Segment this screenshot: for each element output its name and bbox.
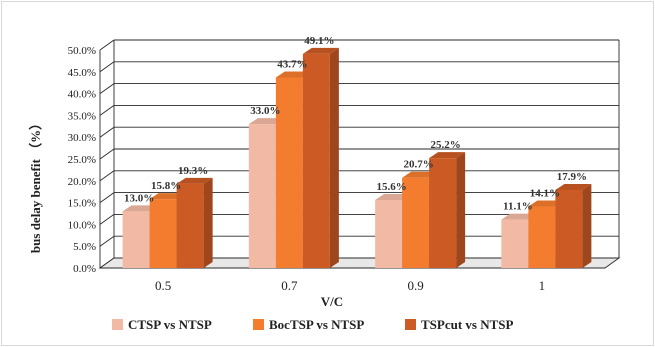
data-label: 15.8% xyxy=(151,180,181,192)
data-label: 20.7% xyxy=(404,159,434,171)
bar-top xyxy=(429,152,466,159)
gridline-side xyxy=(99,192,115,203)
data-label: 15.6% xyxy=(377,181,407,193)
data-label: 43.7% xyxy=(277,58,307,70)
bar xyxy=(375,199,403,268)
x-tick-label: 1 xyxy=(539,278,546,293)
y-tick-label: 30.0% xyxy=(68,132,96,144)
data-label: 19.3% xyxy=(178,165,208,177)
bars-layer xyxy=(122,47,592,269)
y-tick-label: 45.0% xyxy=(68,67,96,79)
bar xyxy=(176,183,204,268)
gridline-side xyxy=(99,214,115,225)
legend-swatch xyxy=(405,319,416,330)
bar xyxy=(275,77,303,268)
y-tick-label: 0.0% xyxy=(73,263,96,275)
bar-side xyxy=(329,47,339,269)
x-tick-label: 0.5 xyxy=(155,278,171,293)
gridline-side xyxy=(99,148,115,160)
bar-side xyxy=(456,152,466,268)
y-axis-title: bus delay benefit （%） xyxy=(28,117,43,253)
x-tick-label: 0.7 xyxy=(281,278,298,293)
y-tick-label: 10.0% xyxy=(68,219,96,231)
y-tick-label: 40.0% xyxy=(68,89,96,101)
gridline-side xyxy=(99,61,115,73)
y-tick-label: 25.0% xyxy=(68,154,96,166)
legend-label: TSPcut vs NTSP xyxy=(421,317,514,332)
y-tick-label: 15.0% xyxy=(68,198,96,210)
data-label: 25.2% xyxy=(431,139,461,151)
y-tick-label: 50.0% xyxy=(68,45,96,57)
data-label: 33.0% xyxy=(250,105,280,117)
data-label: 14.1% xyxy=(530,188,560,200)
legend-swatch xyxy=(253,319,264,330)
bar-top xyxy=(302,47,339,54)
gridline-side xyxy=(99,170,115,182)
bar xyxy=(429,158,457,268)
data-label: 11.1% xyxy=(503,201,533,213)
y-tick-label: 5.0% xyxy=(73,241,96,253)
legend-label: CTSP vs NTSP xyxy=(128,317,212,332)
gridline-side xyxy=(99,105,115,116)
x-tick-label: 0.9 xyxy=(408,278,424,293)
bar xyxy=(248,124,276,269)
y-tick-label: 35.0% xyxy=(68,110,96,122)
gridline-side xyxy=(99,235,115,247)
data-label: 49.1% xyxy=(304,35,334,47)
bar-side xyxy=(582,183,592,268)
legend-swatch xyxy=(112,319,123,330)
bar xyxy=(122,211,150,268)
gridline-side xyxy=(99,39,115,51)
bar-side xyxy=(203,177,213,268)
bar-top xyxy=(555,183,592,190)
bar-top xyxy=(176,177,213,184)
bar xyxy=(528,206,556,268)
bar xyxy=(555,189,583,268)
bar xyxy=(501,219,529,268)
bar xyxy=(402,177,430,268)
legend-label: BocTSP vs NTSP xyxy=(269,317,364,332)
bar xyxy=(302,53,330,269)
labels-layer: 13.0%15.8% 19.3% 0.5 33.0% 43.7% 49.1% 0.7 15.6… xyxy=(124,35,587,293)
data-label: 17.9% xyxy=(557,171,587,183)
gridline-side xyxy=(99,126,115,138)
gridline-side xyxy=(99,83,115,94)
bar xyxy=(149,199,177,268)
x-axis-title: V/C xyxy=(321,294,343,309)
legend: CTSP vs NTSP BocTSP vs NTSP TSPcut vs NTSP xyxy=(112,317,514,332)
y-tick-label: 20.0% xyxy=(68,176,96,188)
data-label: 13.0% xyxy=(124,192,154,204)
